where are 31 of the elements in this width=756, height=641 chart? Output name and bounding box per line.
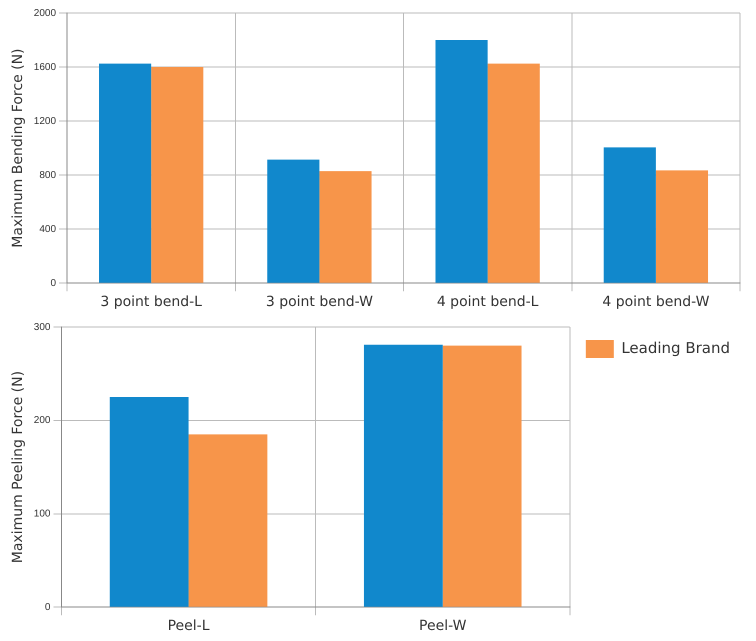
- bar: [110, 397, 189, 607]
- bar: [267, 160, 320, 283]
- y-tick-label: 1200: [34, 116, 56, 127]
- legend-label: Leading Brand: [621, 338, 730, 357]
- x-tick-label: Peel-W: [419, 618, 467, 634]
- x-tick-label: Peel-L: [168, 618, 210, 634]
- y-tick-label: 300: [34, 322, 51, 333]
- y-tick-label: 200: [34, 415, 51, 426]
- y-tick-label: 100: [34, 508, 51, 520]
- bar: [319, 171, 372, 283]
- bar: [151, 67, 204, 283]
- y-axis-title: Maximum Peeling Force (N): [10, 370, 26, 564]
- y-tick-label: 800: [39, 170, 56, 181]
- bar: [488, 64, 540, 283]
- x-tick-label: 4 point bend-W: [602, 294, 710, 310]
- bar: [364, 344, 443, 607]
- bar: [604, 147, 656, 283]
- bar: [656, 170, 708, 283]
- y-tick-label: 400: [39, 224, 56, 235]
- bar: [435, 40, 488, 283]
- y-tick-label: 0: [50, 278, 56, 289]
- y-tick-label: 0: [44, 602, 51, 613]
- bar: [188, 434, 268, 607]
- y-tick-label: 1600: [34, 62, 56, 73]
- bar: [99, 64, 152, 283]
- x-tick-label: 3 point bend-L: [100, 294, 202, 310]
- y-axis-title: Maximum Bending Force (N): [10, 48, 26, 248]
- x-tick-label: 3 point bend-W: [266, 294, 374, 310]
- x-tick-label: 4 point bend-L: [436, 294, 539, 310]
- y-tick-label: 2000: [34, 8, 56, 19]
- bar: [442, 346, 522, 607]
